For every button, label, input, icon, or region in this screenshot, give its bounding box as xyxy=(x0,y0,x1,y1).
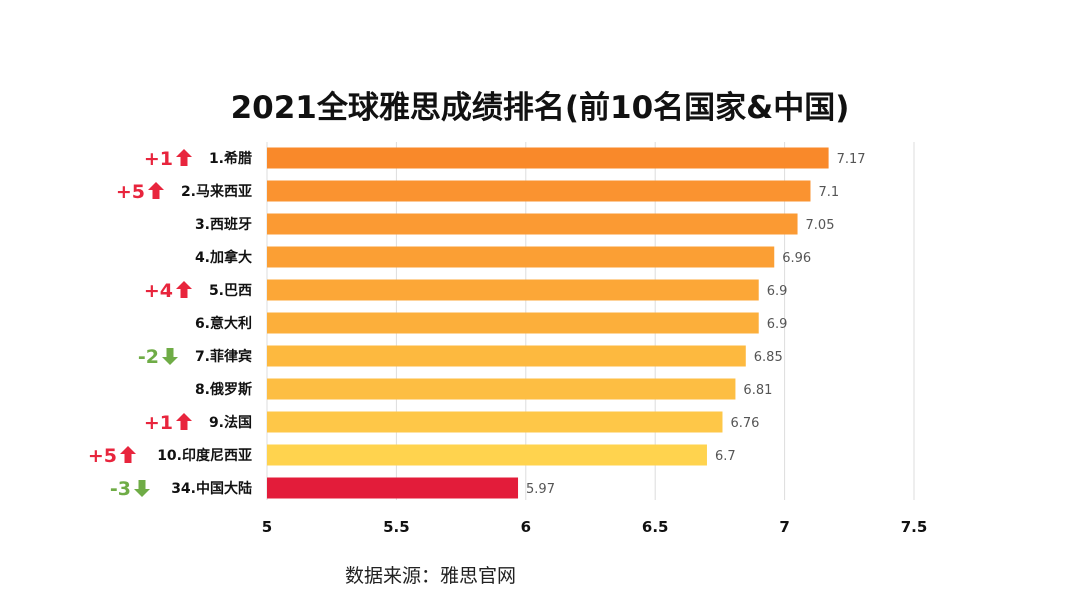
category-label: 10.印度尼西亚 xyxy=(157,447,252,464)
bar xyxy=(267,378,736,400)
value-label: 6.85 xyxy=(754,350,783,365)
category-label: 7.菲律宾 xyxy=(195,348,252,365)
arrow-down-icon xyxy=(162,348,178,365)
category-label: 9.法国 xyxy=(209,414,252,431)
value-label: 6.7 xyxy=(715,449,736,464)
x-tick-label: 7 xyxy=(779,518,789,536)
arrow-down-icon xyxy=(134,480,150,497)
arrow-up-icon xyxy=(120,446,136,463)
x-tick-label: 6.5 xyxy=(642,518,669,536)
category-label: 3.西班牙 xyxy=(195,216,252,233)
arrow-up-icon xyxy=(148,182,164,199)
bar xyxy=(267,477,519,499)
value-label: 7.05 xyxy=(806,218,835,233)
rank-change-label: +1 xyxy=(144,148,173,170)
value-label: 6.81 xyxy=(743,383,772,398)
value-label: 7.17 xyxy=(837,152,866,167)
rank-change-label: +1 xyxy=(144,412,173,434)
category-label: 8.俄罗斯 xyxy=(195,381,252,398)
value-label: 6.9 xyxy=(767,317,788,332)
bar xyxy=(267,312,759,334)
category-label: 2.马来西亚 xyxy=(181,184,252,200)
category-label: 34.中国大陆 xyxy=(171,480,252,497)
value-label: 6.76 xyxy=(730,416,759,431)
data-source-note: 数据来源：雅思官网 xyxy=(345,565,517,587)
bar xyxy=(267,345,746,367)
value-label: 5.97 xyxy=(526,482,555,497)
x-tick-label: 5 xyxy=(262,518,272,536)
bar xyxy=(267,411,723,433)
category-label: 6.意大利 xyxy=(195,315,252,332)
x-tick-label: 6 xyxy=(521,518,531,536)
bar xyxy=(267,147,829,169)
rank-change-label: -3 xyxy=(110,478,131,500)
x-tick-label: 7.5 xyxy=(901,518,928,536)
bar xyxy=(267,246,775,268)
category-label: 5.巴西 xyxy=(209,283,252,299)
category-label: 1.希腊 xyxy=(209,150,252,167)
bar xyxy=(267,180,811,202)
rank-change-label: +5 xyxy=(88,445,117,467)
value-label: 7.1 xyxy=(818,185,839,200)
arrow-up-icon xyxy=(176,149,192,166)
rank-change-label: -2 xyxy=(138,346,159,368)
chart-title: 2021全球雅思成绩排名(前10名国家&中国) xyxy=(230,90,850,126)
arrow-up-icon xyxy=(176,281,192,298)
rank-change-label: +4 xyxy=(144,280,173,302)
value-label: 6.96 xyxy=(782,251,811,266)
arrow-up-icon xyxy=(176,413,192,430)
bar xyxy=(267,213,798,235)
bar xyxy=(267,444,707,466)
rank-change-label: +5 xyxy=(116,181,145,203)
x-tick-label: 5.5 xyxy=(383,518,410,536)
bar xyxy=(267,279,759,301)
category-label: 4.加拿大 xyxy=(195,249,252,266)
value-label: 6.9 xyxy=(767,284,788,299)
